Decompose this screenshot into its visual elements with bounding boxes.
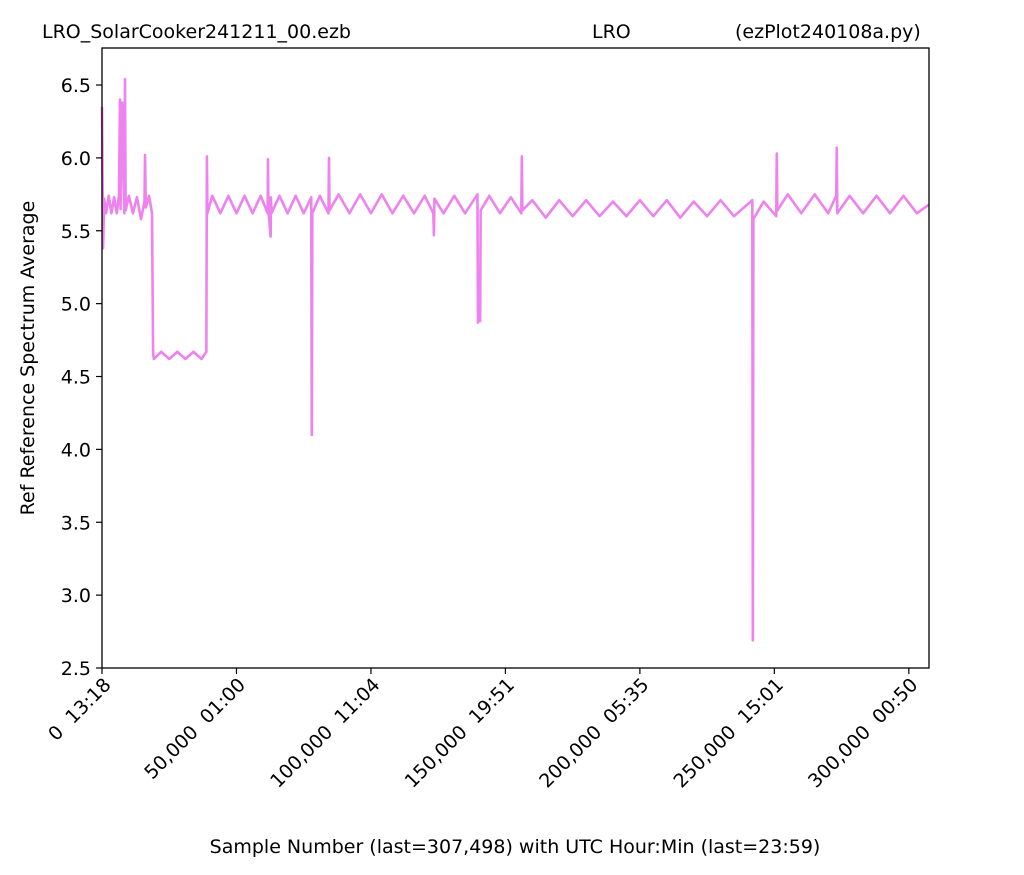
y-tick-label: 5.5 <box>61 221 91 243</box>
annotation: (ezPlot240108a.py) <box>735 21 921 43</box>
y-tick-label: 2.5 <box>61 658 91 680</box>
x-tick-label: 300,000 00:50 <box>804 674 922 792</box>
x-tick-label: 0 13:18 <box>44 674 115 745</box>
y-tick-label: 3.0 <box>61 585 91 607</box>
x-axis-label: Sample Number (last=307,498) with UTC Ho… <box>210 836 821 858</box>
y-tick-label: 4.0 <box>61 439 91 461</box>
y-tick-label: 5.0 <box>61 294 91 316</box>
x-tick-label: 50,000 01:00 <box>140 674 250 784</box>
x-tick-label: 250,000 15:01 <box>670 674 788 792</box>
y-tick-label: 4.5 <box>61 367 91 389</box>
x-tick-label: 200,000 05:35 <box>535 674 653 792</box>
chart-title: LRO_SolarCooker241211_00.ezb <box>42 21 351 43</box>
y-axis-label: Ref Reference Spectrum Average <box>17 201 39 516</box>
x-tick-label: 100,000 11:04 <box>266 674 384 792</box>
y-tick-label: 3.5 <box>61 512 91 534</box>
y-tick-label: 6.5 <box>61 75 91 97</box>
chart-subtitle: LRO <box>592 21 631 43</box>
data-line <box>100 77 930 642</box>
y-tick-label: 6.0 <box>61 148 91 170</box>
x-tick-label: 150,000 19:51 <box>401 674 519 792</box>
plot-frame <box>101 47 930 669</box>
